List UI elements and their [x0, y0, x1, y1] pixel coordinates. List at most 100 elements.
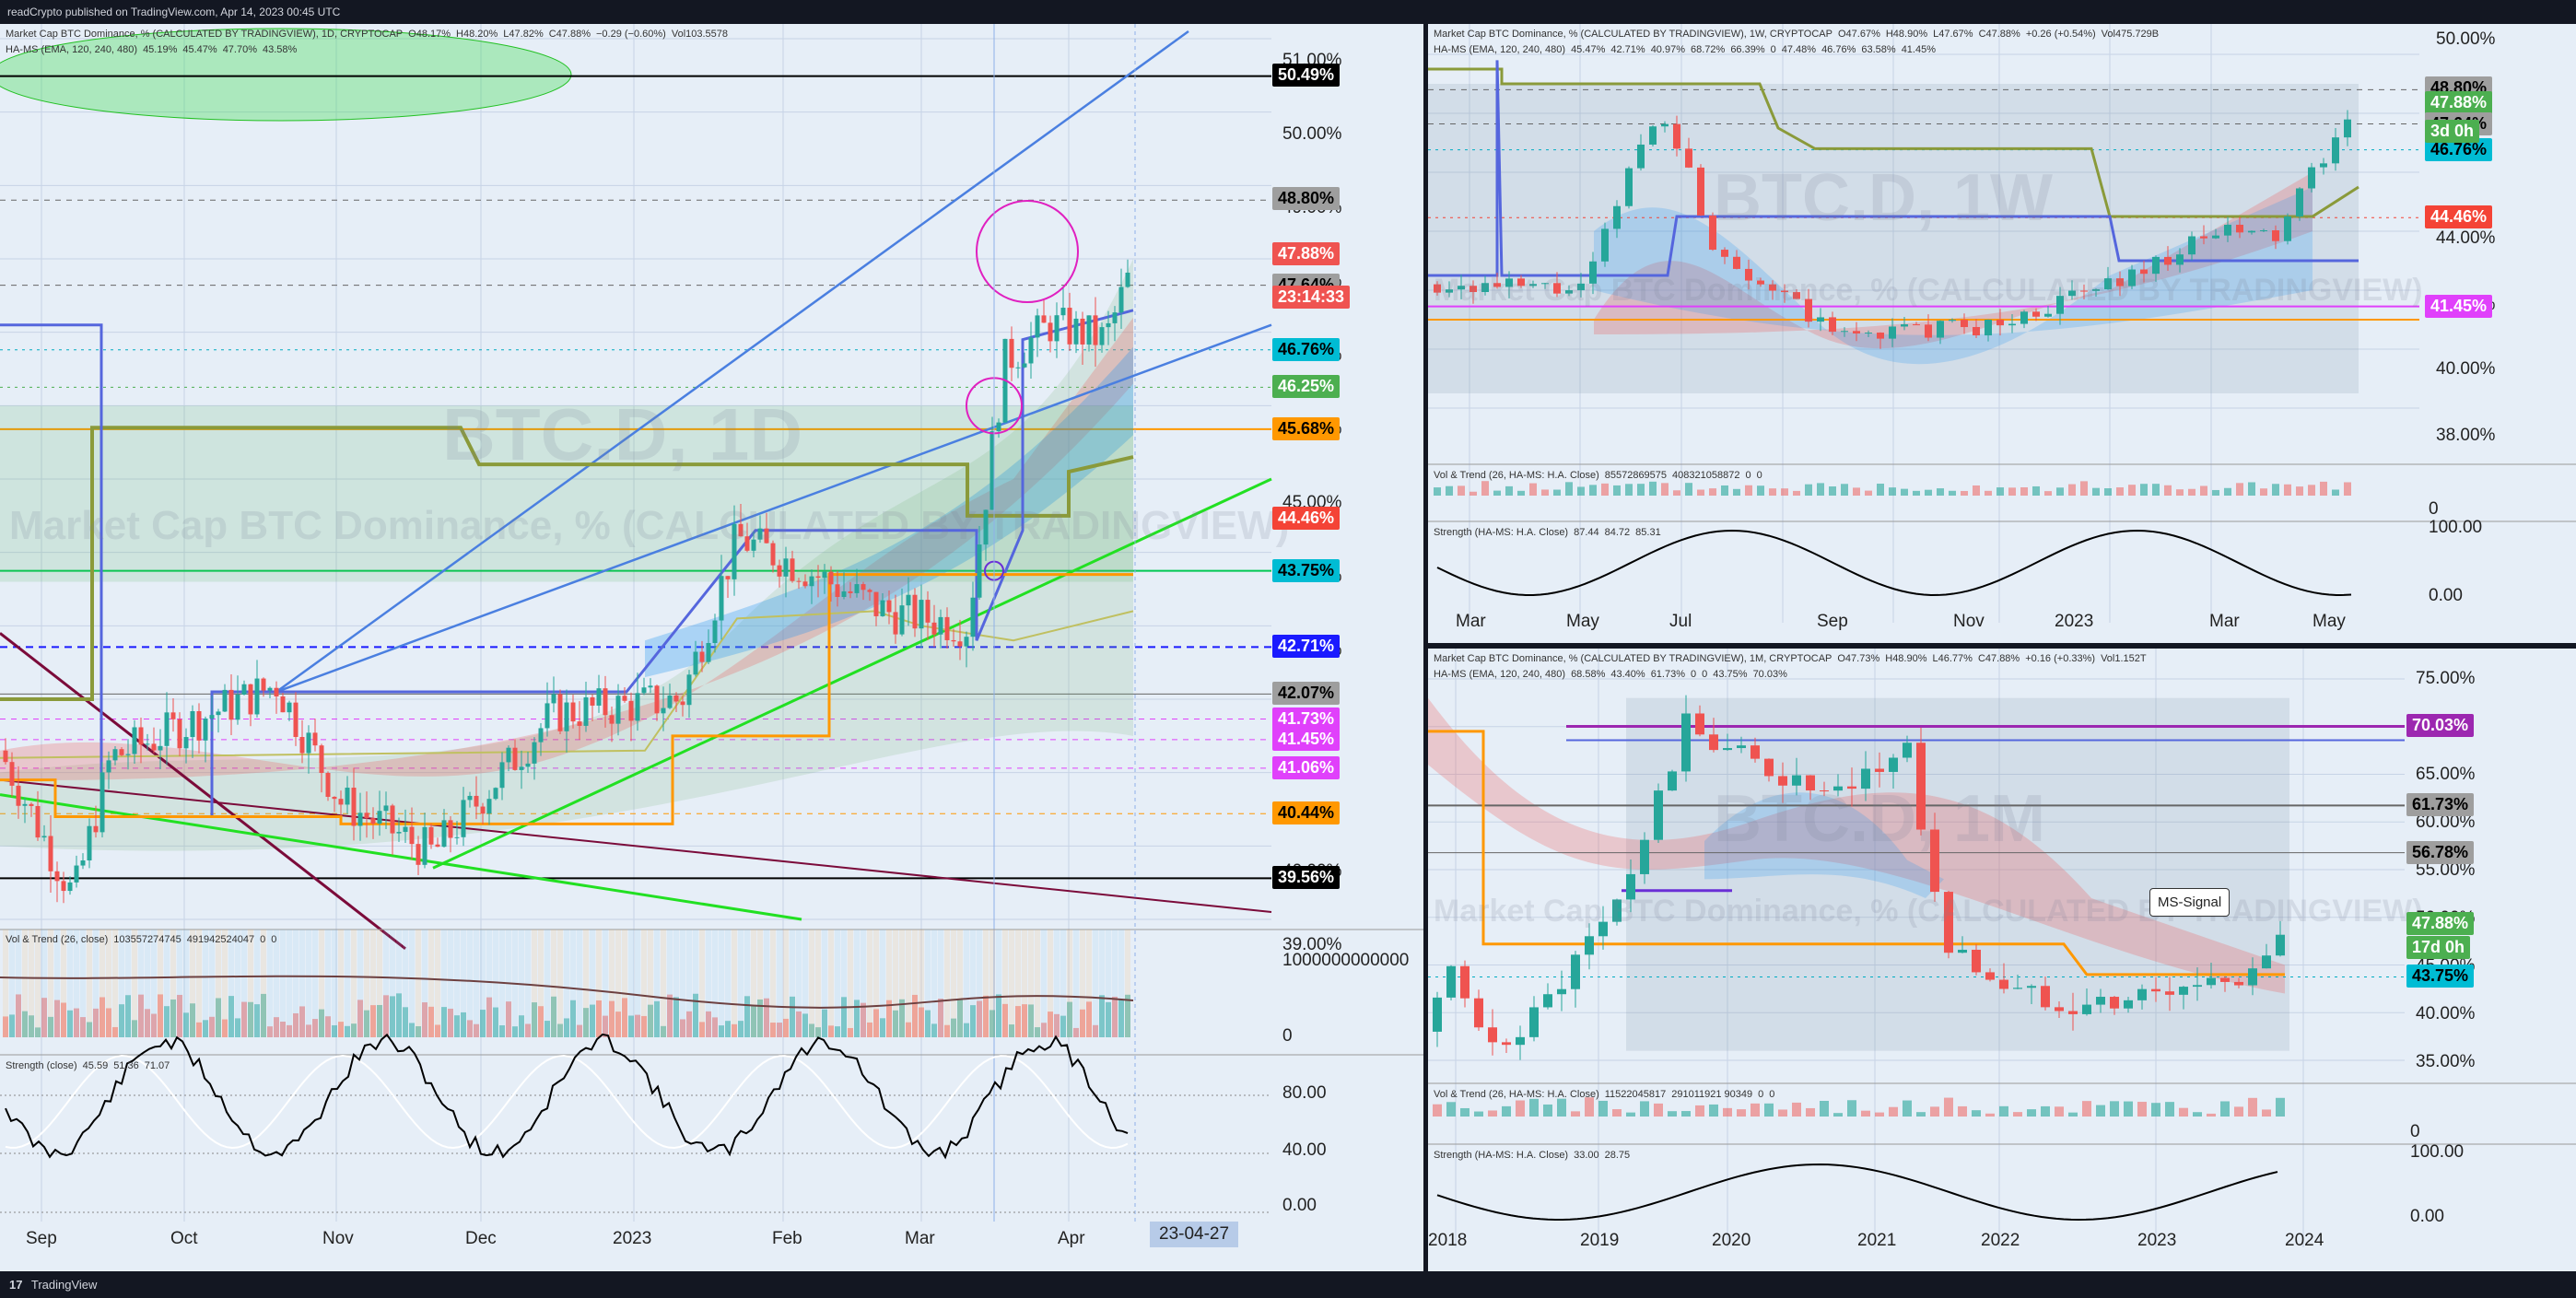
tradingview-logo-icon[interactable]: 17	[9, 1278, 23, 1292]
weekly-candle-body	[2020, 311, 2028, 324]
daily-volume-bg	[370, 930, 376, 1037]
daily-volume-bg	[1099, 930, 1105, 1037]
legend-value: L46.77%	[1932, 653, 1973, 664]
x-tick-label: May	[2313, 612, 2346, 631]
price-tag: 42.07%	[1272, 682, 1341, 706]
daily-candle-body	[1035, 315, 1040, 338]
monthly-volume-bar	[1571, 1111, 1580, 1117]
daily-str-tick-40: 40.00	[1282, 1140, 1327, 1160]
daily-candle-body	[822, 571, 827, 579]
legend-value: 43.58%	[263, 44, 298, 55]
daily-volume-bg	[738, 930, 744, 1037]
monthly-volume-bar	[1820, 1101, 1829, 1117]
weekly-candle-body	[2140, 269, 2148, 275]
weekly-chart-panel[interactable]: BTC.D, 1W Market Cap BTC Dominance, % (C…	[1428, 24, 2576, 643]
weekly-candle-body	[1601, 228, 1609, 262]
monthly-candle-body	[2027, 986, 2036, 988]
monthly-candle-body	[2041, 986, 2050, 1008]
daily-volume-bg	[641, 930, 647, 1037]
daily-volume-bar	[699, 1022, 705, 1037]
daily-volume-bar	[667, 994, 673, 1037]
monthly-chart-svg[interactable]	[1428, 649, 2576, 1271]
daily-volume-bg	[357, 930, 363, 1037]
daily-volume-bar	[493, 1007, 498, 1037]
daily-volume-bar	[925, 1010, 931, 1037]
y-tick-label: 60.00%	[2416, 813, 2476, 832]
daily-volume-bg	[177, 930, 182, 1037]
x-tick-label: 2023	[2055, 612, 2094, 631]
monthly-candle-body	[1681, 713, 1691, 772]
legend-value: Vol475.729B	[2101, 29, 2160, 40]
daily-volume-bar	[293, 1012, 299, 1037]
daily-candle-body	[29, 803, 34, 806]
daily-volume-bar	[983, 995, 989, 1037]
daily-volume-bg	[196, 930, 202, 1037]
weekly-chart-svg[interactable]	[1428, 24, 2576, 643]
daily-candle-body	[435, 844, 440, 848]
weekly-volume-bar	[1877, 484, 1884, 496]
legend-value: 28.75	[1604, 1150, 1631, 1161]
weekly-volume-bar	[2320, 481, 2327, 496]
daily-volume-bar	[1041, 1023, 1047, 1037]
daily-volume-bar	[706, 1011, 711, 1037]
daily-candle-body	[699, 651, 705, 662]
daily-strength-black	[5, 1033, 1129, 1160]
daily-candle-body	[931, 622, 937, 635]
daily-volume-bg	[848, 930, 853, 1037]
weekly-candle-body	[2008, 323, 2016, 326]
daily-volume-bg	[293, 930, 299, 1037]
monthly-candle-body	[1529, 1007, 1539, 1037]
daily-candle-body	[835, 584, 840, 598]
monthly-candle-body	[2096, 997, 2105, 1005]
daily-volume-bg	[622, 930, 627, 1037]
daily-candle-body	[615, 696, 621, 724]
daily-volume-bg	[912, 930, 918, 1037]
daily-candle-body	[203, 718, 208, 741]
daily-volume-bar	[777, 1023, 782, 1037]
monthly-volume-bar	[1502, 1105, 1511, 1117]
weekly-candle-body	[1769, 284, 1776, 291]
monthly-candle-body	[1792, 775, 1801, 786]
monthly-candle-body	[1944, 892, 1953, 953]
daily-volume-bg	[609, 930, 615, 1037]
daily-volume-bar	[519, 1015, 524, 1037]
daily-candle-body	[422, 826, 427, 865]
x-tick-label: 2024	[2285, 1231, 2324, 1250]
daily-chart-svg[interactable]	[0, 24, 1423, 1271]
daily-volume-bg	[1118, 930, 1124, 1037]
daily-candle-body	[1106, 322, 1111, 328]
daily-candle-body	[577, 721, 582, 726]
daily-volume-bg	[628, 930, 634, 1037]
daily-volume-bar	[938, 999, 943, 1037]
monthly-candle-body	[2165, 991, 2174, 995]
legend-value: Vol1.152T	[2101, 653, 2147, 664]
legend-value: 291011921 90349	[1671, 1089, 1753, 1100]
monthly-chart-panel[interactable]: BTC.D, 1M Market Cap BTC Dominance, % (C…	[1428, 649, 2576, 1271]
weekly-volume-bar	[2248, 482, 2255, 496]
weekly-legend-main: Market Cap BTC Dominance, % (CALCULATED …	[1434, 29, 2164, 40]
monthly-volume-bar	[1903, 1100, 1912, 1117]
weekly-candle-body	[2152, 256, 2160, 275]
daily-volume-bg	[938, 930, 943, 1037]
weekly-strength-black	[1436, 529, 2352, 596]
legend-value: 0	[1769, 1089, 1775, 1100]
daily-volume-bar	[467, 1020, 473, 1037]
weekly-candle-body	[1889, 326, 1896, 339]
daily-volume-bg	[1054, 930, 1060, 1037]
footer-brand[interactable]: TradingView	[30, 1278, 98, 1292]
monthly-candle-body	[1585, 936, 1594, 955]
daily-volume-bg	[254, 930, 260, 1037]
daily-volume-bar	[87, 1022, 92, 1037]
legend-value: 0	[1691, 669, 1697, 680]
daily-volume-bg	[983, 930, 989, 1037]
daily-candle-body	[506, 747, 511, 763]
monthly-candle-body	[1764, 758, 1774, 777]
daily-volume-bg	[693, 930, 698, 1037]
daily-volume-bar	[648, 1004, 653, 1037]
daily-chart-panel[interactable]: BTC.D, 1D Market Cap BTC Dominance, % (C…	[0, 24, 1423, 1271]
panel-divider-horizontal	[1428, 643, 2576, 649]
daily-volume-bg	[280, 930, 286, 1037]
daily-candle-body	[325, 773, 331, 797]
monthly-legend-hams: HA-MS (EMA, 120, 240, 480) 68.58% 43.40% 61…	[1434, 669, 1793, 680]
daily-volume-bg	[596, 930, 602, 1037]
